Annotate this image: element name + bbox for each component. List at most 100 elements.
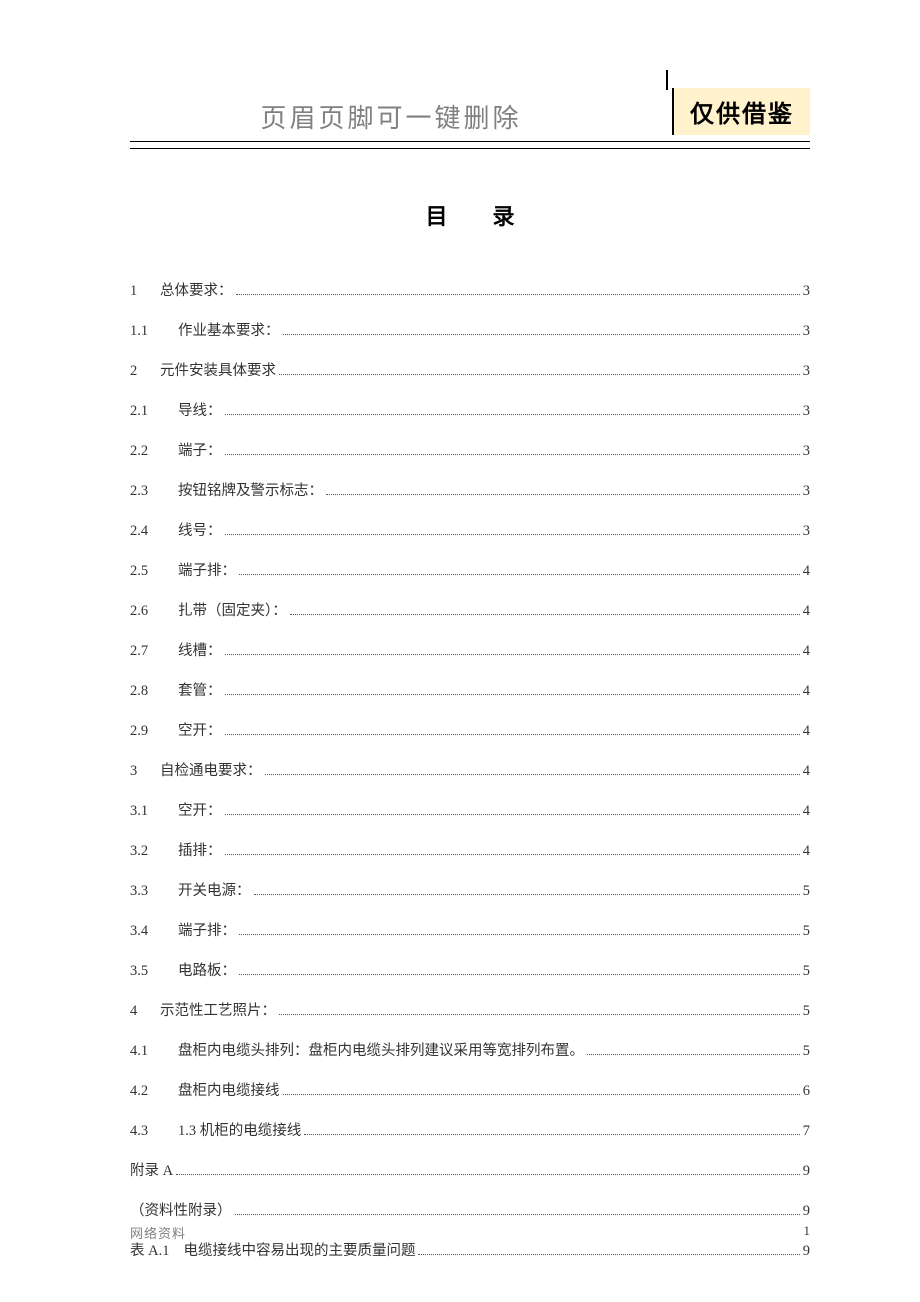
toc-entry-title: 扎带（固定夹）：: [178, 599, 287, 620]
toc-entry-number: 1.1: [130, 323, 178, 340]
header-divider-icon: [666, 70, 668, 90]
toc-row: 3.5电路板：5: [130, 959, 810, 980]
toc-entry-number: 2: [130, 363, 160, 380]
toc-entry-page: 4: [803, 643, 810, 660]
toc-entry-title: 电路板：: [178, 959, 236, 980]
toc-entry-number: （资料性附录）: [130, 1199, 232, 1220]
toc-leader-dots: [283, 1094, 800, 1095]
toc-entry-page: 4: [803, 563, 810, 580]
toc-row: 2.4线号：3: [130, 519, 810, 540]
toc-entry-number: 2.4: [130, 523, 178, 540]
toc-row: 2.2端子：3: [130, 439, 810, 460]
toc-leader-dots: [587, 1054, 800, 1055]
toc-entry-number: 3.3: [130, 883, 178, 900]
toc-leader-dots: [254, 894, 800, 895]
toc-row: 3.3开关电源： 5: [130, 879, 810, 900]
toc-entry-title: 按钮铭牌及警示标志：: [178, 479, 323, 500]
toc-entry-page: 5: [803, 1003, 810, 1020]
toc-leader-dots: [290, 614, 800, 615]
toc-entry-number: 2.6: [130, 603, 178, 620]
toc-leader-dots: [225, 814, 800, 815]
toc-row: 4.1盘柜内电缆头排列：盘柜内电缆头排列建议采用等宽排列布置。 5: [130, 1039, 810, 1060]
toc-entry-page: 7: [803, 1123, 810, 1140]
toc-entry-title: 作业基本要求：: [178, 319, 280, 340]
toc-entry-number: 附录 A: [130, 1159, 173, 1180]
toc-entry-title: 开关电源：: [178, 879, 251, 900]
header-underline: [130, 148, 810, 149]
header-right-badge: 仅供借鉴: [672, 88, 810, 135]
toc-leader-dots: [225, 694, 800, 695]
toc-entry-title: 盘柜内电缆头排列：盘柜内电缆头排列建议采用等宽排列布置。: [178, 1039, 584, 1060]
toc-entry-number: 2.9: [130, 723, 178, 740]
toc-entry-title: 1.3 机柜的电缆接线: [178, 1119, 301, 1140]
toc-entry-title: 线号：: [178, 519, 222, 540]
toc-entry-title: 盘柜内电缆接线: [178, 1079, 280, 1100]
toc-entry-number: 2.3: [130, 483, 178, 500]
toc-row: 2元件安装具体要求 3: [130, 359, 810, 380]
toc-entry-page: 4: [803, 803, 810, 820]
toc-entry-title: 插排：: [178, 839, 222, 860]
toc-entry-number: 2.7: [130, 643, 178, 660]
toc-entry-title: 示范性工艺照片：: [160, 999, 276, 1020]
toc-leader-dots: [225, 854, 800, 855]
toc-entry-title: 元件安装具体要求: [160, 359, 276, 380]
toc-entry-page: 9: [803, 1243, 810, 1260]
toc-entry-number: 4.3: [130, 1123, 178, 1140]
toc-entry-title: 导线：: [178, 399, 222, 420]
toc-entry-number: 3: [130, 763, 160, 780]
toc-entry-page: 5: [803, 883, 810, 900]
footer-page-number: 1: [804, 1223, 811, 1242]
toc-row: 2.5端子排：4: [130, 559, 810, 580]
page-footer: 网络资料 1: [130, 1223, 810, 1242]
toc-entry-page: 4: [803, 763, 810, 780]
toc-leader-dots: [225, 454, 800, 455]
toc-entry-title: 空开：: [178, 719, 222, 740]
toc-entry-number: 3.4: [130, 923, 178, 940]
footer-left-text: 网络资料: [130, 1223, 186, 1242]
toc-entry-title: 套管：: [178, 679, 222, 700]
toc-row: 2.9空开： 4: [130, 719, 810, 740]
toc-entry-page: 5: [803, 1043, 810, 1060]
toc-row: 1总体要求：3: [130, 279, 810, 300]
toc-leader-dots: [239, 934, 800, 935]
toc-entry-page: 4: [803, 723, 810, 740]
toc-entry-number: 4.1: [130, 1043, 178, 1060]
toc-entry-number: 表 A.1: [130, 1239, 169, 1260]
toc-entry-page: 4: [803, 843, 810, 860]
toc-leader-dots: [283, 334, 800, 335]
toc-leader-dots: [279, 1014, 800, 1015]
toc-leader-dots: [304, 1134, 800, 1135]
toc-leader-dots: [225, 414, 800, 415]
toc-entry-title: 总体要求：: [160, 279, 233, 300]
toc-row: 3.2插排： 4: [130, 839, 810, 860]
toc-entry-page: 4: [803, 603, 810, 620]
toc-row: 附录 A9: [130, 1159, 810, 1180]
header-left-text: 页眉页脚可一键删除: [130, 98, 672, 135]
toc-entry-page: 3: [803, 323, 810, 340]
toc-entry-title: 端子排：: [178, 559, 236, 580]
toc-row: 2.3按钮铭牌及警示标志： 3: [130, 479, 810, 500]
toc-leader-dots: [225, 734, 800, 735]
toc-entry-title: 端子排：: [178, 919, 236, 940]
toc-entry-page: 3: [803, 483, 810, 500]
toc-entry-number: 1: [130, 283, 160, 300]
toc-row: 4.2盘柜内电缆接线6: [130, 1079, 810, 1100]
toc-entry-number: 2.2: [130, 443, 178, 460]
toc-entry-number: 2.1: [130, 403, 178, 420]
toc-entry-title: 自检通电要求：: [160, 759, 262, 780]
toc-leader-dots: [236, 294, 800, 295]
toc-entry-page: 9: [803, 1203, 810, 1220]
toc-entry-page: 3: [803, 363, 810, 380]
toc-row: 表 A.1电缆接线中容易出现的主要质量问题9: [130, 1239, 810, 1260]
page-title: 目录: [130, 199, 810, 231]
toc-row: 3.4端子排：5: [130, 919, 810, 940]
toc-row: 3.1空开：4: [130, 799, 810, 820]
toc-row: 2.6扎带（固定夹）： 4: [130, 599, 810, 620]
toc-leader-dots: [418, 1254, 799, 1255]
toc-leader-dots: [225, 654, 800, 655]
toc-entry-number: 3.2: [130, 843, 178, 860]
toc-entry-page: 5: [803, 963, 810, 980]
toc-row: 4示范性工艺照片：5: [130, 999, 810, 1020]
toc-entry-title: 线槽：: [178, 639, 222, 660]
toc-entry-title: 端子：: [178, 439, 222, 460]
